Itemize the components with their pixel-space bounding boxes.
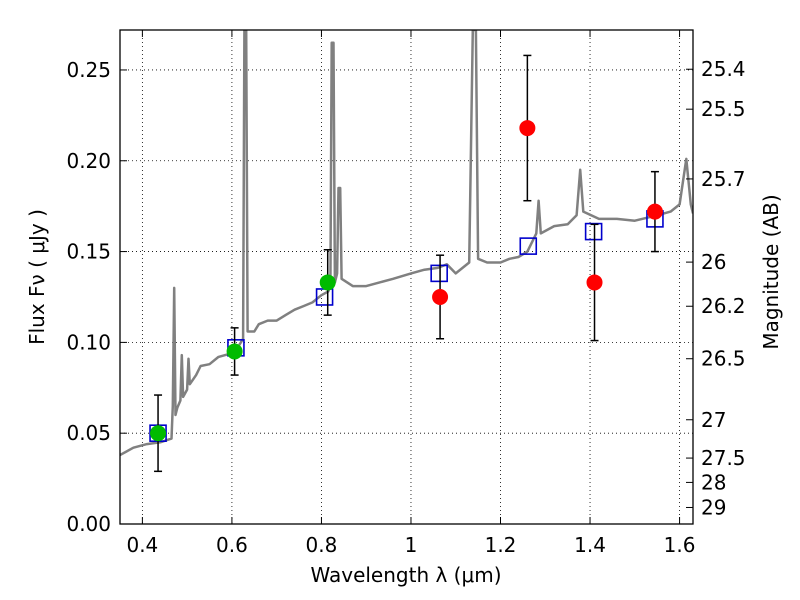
data-point (226, 343, 243, 360)
y-tick-label: 0.25 (66, 58, 111, 82)
right-tick-label: 29 (701, 495, 726, 519)
right-tick-label: 25.5 (701, 97, 746, 121)
x-tick-label: 0.8 (306, 533, 338, 557)
right-tick-label: 25.7 (701, 167, 746, 191)
ticks: 0.4 0.6 0.8 1 1.2 1.4 1.6 0.00 0.05 0.10 0.15 0.20 0… (66, 30, 746, 557)
y-tick-label: 0.15 (66, 240, 111, 264)
data-point (586, 274, 603, 291)
data-point (150, 425, 167, 442)
right-tick-label: 28 (701, 470, 726, 494)
x-tick-label: 1.2 (485, 533, 517, 557)
plot-frame (119, 29, 694, 525)
y-axis-label-right: Magnitude (AB) (759, 194, 783, 349)
y-tick-label: 0.10 (66, 330, 111, 354)
y-tick-label: 0.20 (66, 149, 111, 173)
right-tick-label: 25.4 (701, 57, 746, 81)
right-tick-label: 26.2 (701, 294, 746, 318)
x-tick-label: 1 (405, 533, 418, 557)
right-tick-label: 27.5 (701, 446, 746, 470)
y-axis-label: Flux Fν ( μJy ) (25, 209, 49, 345)
right-tick-label: 26.5 (701, 347, 746, 371)
y-tick-label: 0.00 (66, 512, 111, 536)
x-tick-label: 0.6 (216, 533, 248, 557)
x-tick-label: 0.4 (126, 533, 158, 557)
data-point (519, 120, 536, 137)
markers (149, 54, 664, 473)
data-point (319, 274, 336, 291)
y-tick-label: 0.05 (66, 421, 111, 445)
model-photometry-square (430, 264, 448, 283)
x-tick-label: 1.4 (574, 533, 606, 557)
data-point (432, 288, 449, 305)
model-photometry-square (519, 237, 538, 255)
x-tick-label: 1.6 (664, 533, 696, 557)
right-tick-label: 26 (701, 250, 726, 274)
data-point (646, 203, 663, 220)
x-axis-label: Wavelength λ (μm) (310, 563, 501, 587)
right-tick-label: 27 (701, 408, 726, 432)
